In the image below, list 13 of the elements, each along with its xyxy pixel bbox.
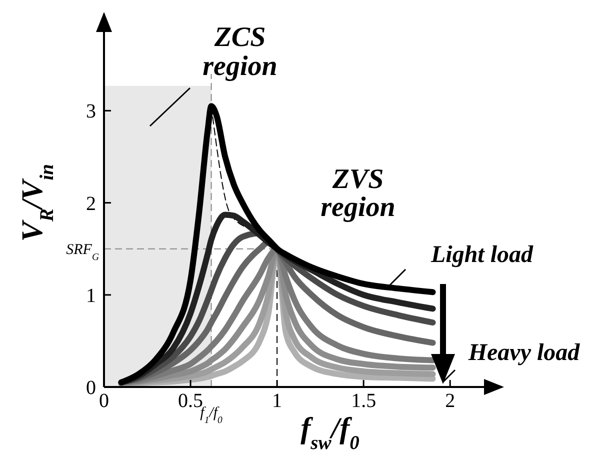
x-axis-title: f$_{sw}$/f$_{0}$: [300, 412, 360, 450]
annotation: ZCS region: [202, 22, 278, 82]
y-tick-label: 3: [86, 100, 96, 123]
annotation: Light load: [430, 242, 534, 268]
x-tick-label: 1: [272, 390, 282, 412]
ref-line-label: SRF$_{G}$: [66, 242, 99, 262]
ref-line-label: f$_{1}$/f$_{0}$: [200, 405, 223, 426]
y-tick-label: 2: [86, 192, 96, 215]
y-tick-label: 1: [86, 284, 96, 307]
annotation: Heavy load: [467, 340, 581, 366]
annotation: ZVS region: [320, 164, 396, 223]
x-tick-label: 2: [445, 390, 456, 412]
x-tick-label: 1.5: [351, 390, 376, 412]
